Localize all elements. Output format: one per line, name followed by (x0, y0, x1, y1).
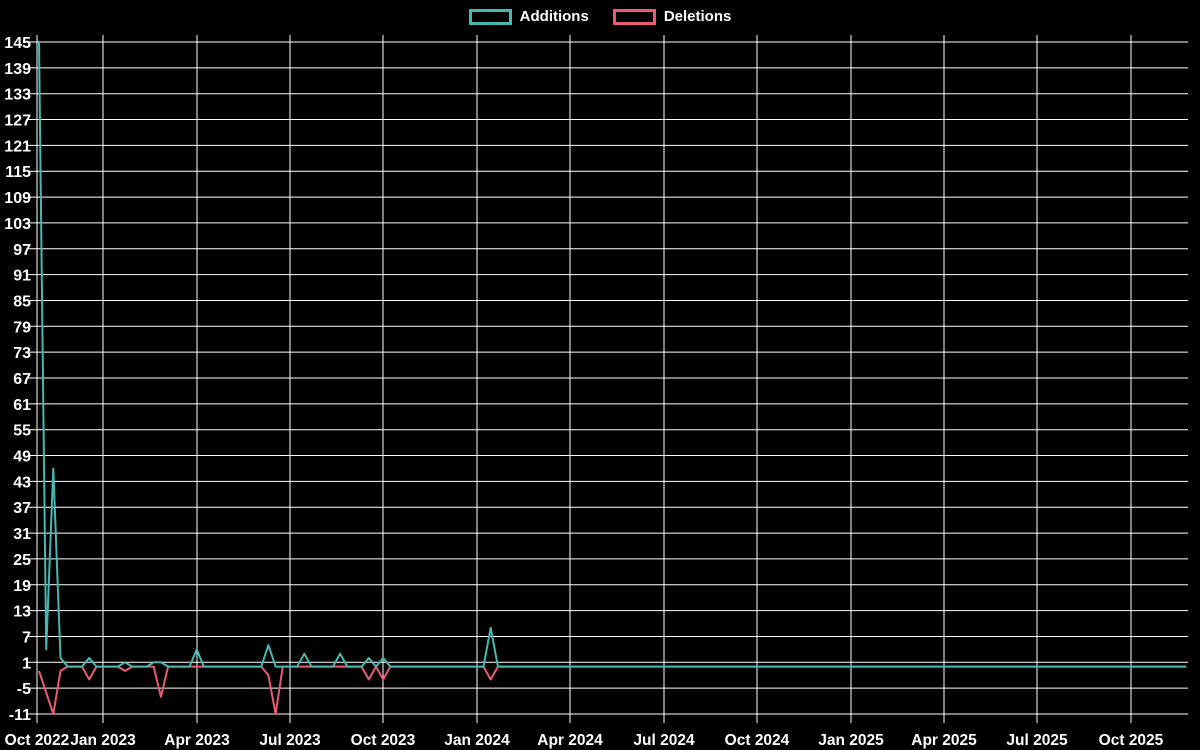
y-tick-label: 133 (4, 87, 31, 104)
x-tick-label: Apr 2024 (537, 732, 603, 749)
y-tick-label: 61 (13, 397, 31, 414)
chart-legend: Additions Deletions (0, 8, 1200, 26)
x-tick-label: Apr 2023 (164, 732, 230, 749)
deletions-legend-label: Deletions (663, 8, 732, 25)
y-tick-label: -11 (9, 707, 31, 724)
additions-line (38, 41, 1187, 668)
x-tick-label: Jan 2024 (444, 732, 510, 749)
y-tick-label: 91 (13, 268, 31, 285)
x-tick-label: Jan 2023 (70, 732, 136, 749)
additions-legend-label: Additions (519, 8, 589, 25)
y-tick-label: 7 (22, 629, 31, 646)
additions-swatch-icon (468, 9, 512, 25)
x-tick-label: Oct 2022 (5, 732, 70, 749)
x-tick-label: Apr 2025 (911, 732, 977, 749)
y-tick-label: 37 (13, 500, 31, 517)
x-tick-label: Jul 2025 (1006, 732, 1068, 749)
y-tick-label: 49 (13, 449, 31, 466)
y-tick-label: 85 (13, 293, 31, 310)
legend-item-additions[interactable]: Additions (468, 8, 589, 26)
y-tick-label: 115 (5, 164, 31, 181)
y-tick-label: 79 (13, 319, 31, 336)
y-tick-label: 73 (13, 345, 31, 362)
deletions-swatch-icon (612, 9, 656, 25)
y-tick-label: 67 (13, 371, 31, 388)
y-tick-label: 1 (22, 655, 31, 672)
y-tick-label: 55 (13, 423, 31, 440)
x-tick-label: Oct 2025 (1099, 732, 1164, 749)
y-tick-label: 97 (13, 242, 31, 259)
y-tick-label: 43 (13, 474, 31, 491)
deletions-line (38, 665, 1187, 715)
y-tick-label: 145 (4, 35, 31, 52)
y-tick-label: 103 (4, 216, 31, 233)
y-tick-label: 121 (4, 138, 31, 155)
y-tick-label: 127 (4, 113, 31, 130)
y-tick-label: 25 (13, 552, 31, 569)
y-tick-label: 139 (4, 61, 31, 78)
x-tick-label: Jul 2023 (259, 732, 321, 749)
y-tick-label: 19 (13, 578, 31, 595)
legend-item-deletions[interactable]: Deletions (612, 8, 732, 26)
y-tick-label: 109 (4, 190, 31, 207)
y-tick-label: 31 (13, 526, 31, 543)
y-tick-label: 13 (13, 604, 31, 621)
y-tick-label: -5 (17, 681, 31, 698)
x-tick-label: Jul 2024 (633, 732, 695, 749)
x-tick-label: Jan 2025 (818, 732, 884, 749)
x-tick-label: Oct 2024 (725, 732, 790, 749)
x-tick-label: Oct 2023 (351, 732, 416, 749)
